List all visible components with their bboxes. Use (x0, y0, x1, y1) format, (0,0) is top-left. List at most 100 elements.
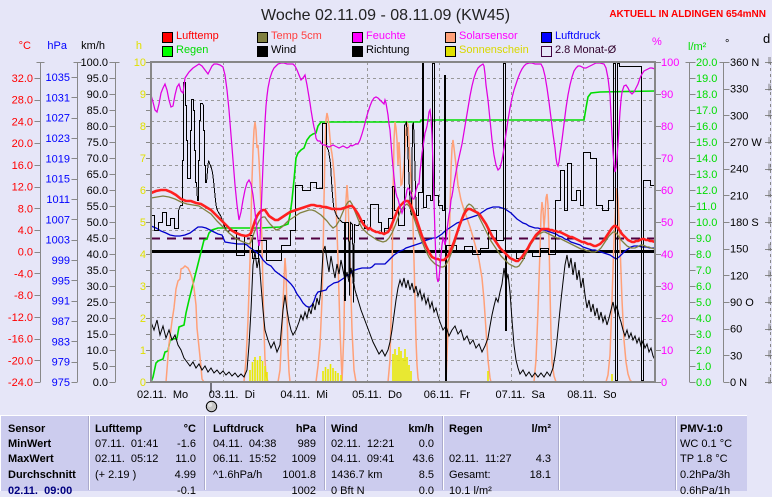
svg-text:995: 995 (52, 275, 70, 287)
svg-text:07.11. Sa: 07.11. Sa (496, 389, 546, 401)
svg-text:08.11. So: 08.11. So (567, 389, 616, 401)
svg-text:24.0: 24.0 (12, 116, 33, 128)
svg-text:1: 1 (140, 345, 146, 357)
svg-text:5.0: 5.0 (696, 297, 711, 309)
svg-text:10: 10 (134, 57, 146, 69)
svg-text:40: 40 (661, 249, 673, 261)
svg-text:0 N: 0 N (730, 377, 747, 389)
svg-text:-12.0: -12.0 (8, 312, 33, 324)
svg-text:06.11. Fr: 06.11. Fr (424, 389, 471, 401)
svg-text:90.0: 90.0 (87, 89, 108, 101)
svg-text:1019: 1019 (46, 153, 70, 165)
svg-text:13.0: 13.0 (696, 169, 717, 181)
svg-text:50: 50 (661, 217, 673, 229)
svg-text:02.11. Mo: 02.11. Mo (137, 389, 188, 401)
svg-text:0.0: 0.0 (18, 247, 33, 259)
svg-text:0: 0 (140, 377, 146, 389)
svg-text:40.0: 40.0 (87, 249, 108, 261)
svg-text:65.0: 65.0 (87, 169, 108, 181)
svg-text:15.0: 15.0 (87, 329, 108, 341)
svg-text:0.0: 0.0 (93, 377, 108, 389)
svg-text:4: 4 (140, 249, 146, 261)
svg-text:0.0: 0.0 (696, 377, 711, 389)
svg-text:8: 8 (140, 121, 146, 133)
svg-text:50.0: 50.0 (87, 217, 108, 229)
svg-text:120: 120 (730, 270, 748, 282)
svg-text:5: 5 (140, 217, 146, 229)
svg-text:16.0: 16.0 (12, 160, 33, 172)
svg-text:-8.0: -8.0 (14, 290, 33, 302)
svg-text:-4.0: -4.0 (14, 268, 33, 280)
svg-text:30: 30 (730, 350, 742, 362)
svg-text:983: 983 (52, 336, 70, 348)
svg-text:1011: 1011 (46, 194, 70, 206)
svg-text:d: d (763, 31, 770, 46)
svg-text:90 O: 90 O (730, 297, 754, 309)
svg-text:30: 30 (661, 281, 673, 293)
svg-text:975: 975 (52, 377, 70, 389)
svg-text:0: 0 (661, 377, 667, 389)
svg-text:32.0: 32.0 (12, 73, 33, 85)
svg-text:70: 70 (661, 153, 673, 165)
svg-text:%: % (652, 36, 662, 48)
svg-text:90: 90 (661, 89, 673, 101)
svg-text:6: 6 (140, 185, 146, 197)
svg-text:1007: 1007 (46, 214, 70, 226)
svg-text:95.0: 95.0 (87, 73, 108, 85)
svg-text:h: h (136, 40, 142, 52)
svg-text:80.0: 80.0 (87, 121, 108, 133)
svg-text:35.0: 35.0 (87, 265, 108, 277)
svg-text:150: 150 (730, 244, 748, 256)
svg-text:4.0: 4.0 (696, 313, 711, 325)
svg-text:18.0: 18.0 (696, 89, 717, 101)
svg-text:20.0: 20.0 (696, 57, 717, 69)
svg-text:20: 20 (661, 313, 673, 325)
svg-text:1023: 1023 (46, 133, 70, 145)
svg-text:210: 210 (730, 190, 748, 202)
svg-text:6.0: 6.0 (696, 281, 711, 293)
svg-text:3: 3 (140, 281, 146, 293)
svg-text:20.0: 20.0 (12, 138, 33, 150)
svg-text:180 S: 180 S (730, 217, 759, 229)
svg-text:19.0: 19.0 (696, 73, 717, 85)
svg-text:9: 9 (140, 89, 146, 101)
svg-text:5.0: 5.0 (93, 361, 108, 373)
svg-text:3.0: 3.0 (696, 329, 711, 341)
svg-text:12.0: 12.0 (12, 182, 33, 194)
svg-text:-20.0: -20.0 (8, 355, 33, 367)
svg-text:12.0: 12.0 (696, 185, 717, 197)
svg-text:70.0: 70.0 (87, 153, 108, 165)
svg-text:km/h: km/h (81, 40, 105, 52)
svg-text:15.0: 15.0 (696, 137, 717, 149)
svg-text:55.0: 55.0 (87, 201, 108, 213)
svg-text:8.0: 8.0 (18, 203, 33, 215)
svg-text:979: 979 (52, 357, 70, 369)
svg-text:60: 60 (730, 324, 742, 336)
svg-text:270 W: 270 W (730, 137, 762, 149)
svg-text:l/m²: l/m² (688, 41, 707, 53)
svg-text:03.11. Di: 03.11. Di (209, 389, 255, 401)
svg-text:60: 60 (661, 185, 673, 197)
svg-text:45.0: 45.0 (87, 233, 108, 245)
svg-text:100.0: 100.0 (80, 57, 108, 69)
svg-text:80: 80 (661, 121, 673, 133)
svg-text:1003: 1003 (46, 235, 70, 247)
svg-text:04.11. Mi: 04.11. Mi (280, 389, 328, 401)
svg-text:11.0: 11.0 (696, 201, 717, 213)
svg-text:85.0: 85.0 (87, 105, 108, 117)
svg-text:17.0: 17.0 (696, 105, 717, 117)
svg-text:8.0: 8.0 (696, 249, 711, 261)
svg-text:1031: 1031 (46, 92, 70, 104)
svg-text:2.0: 2.0 (696, 345, 711, 357)
svg-text:1.0: 1.0 (696, 361, 711, 373)
svg-text:20.0: 20.0 (87, 313, 108, 325)
svg-text:28.0: 28.0 (12, 95, 33, 107)
svg-text:7.0: 7.0 (696, 265, 711, 277)
svg-text:100: 100 (661, 57, 679, 69)
svg-text:25.0: 25.0 (87, 297, 108, 309)
svg-text:05.11. Do: 05.11. Do (352, 389, 402, 401)
svg-text:-16.0: -16.0 (8, 334, 33, 346)
svg-text:7: 7 (140, 153, 146, 165)
svg-text:10: 10 (661, 345, 673, 357)
svg-text:16.0: 16.0 (696, 121, 717, 133)
